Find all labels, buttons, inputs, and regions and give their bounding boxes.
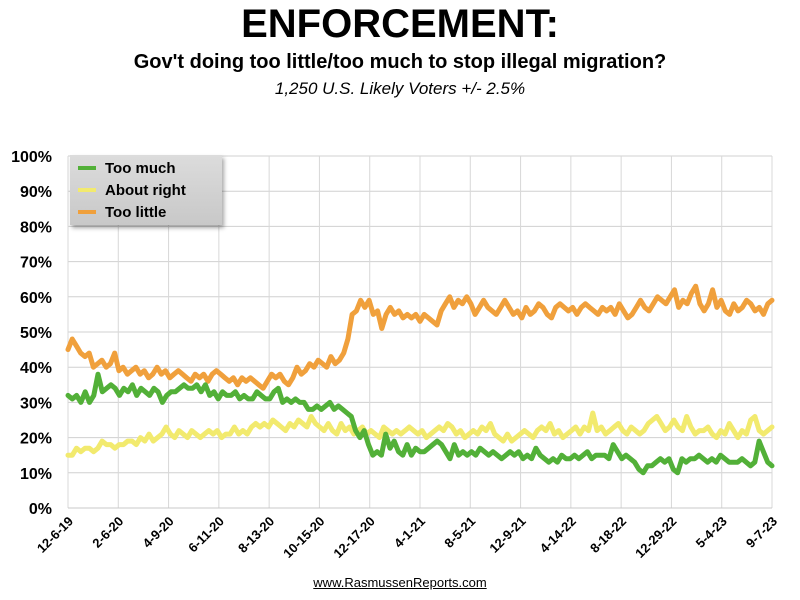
x-tick-label: 4-9-20	[140, 514, 177, 551]
chart-subtitle: Gov't doing too little/too much to stop …	[133, 51, 667, 73]
legend-item-too-little: Too little	[78, 202, 166, 222]
x-tick-label: 6-11-20	[185, 514, 227, 556]
legend-swatch-too-little	[78, 210, 96, 214]
legend-swatch-too-much	[78, 166, 96, 170]
chart-title: ENFORCEMENT:	[241, 2, 559, 46]
y-tick-label: 90%	[20, 184, 52, 201]
y-tick-label: 10%	[20, 466, 52, 483]
y-tick-label: 60%	[20, 290, 52, 307]
x-tick-label: 5-4-23	[693, 514, 730, 551]
y-axis-ticks: 0% 10% 20% 30% 40% 50% 60% 70% 80% 90% 100%	[11, 149, 52, 518]
x-tick-label: 2-6-20	[89, 514, 126, 551]
series-lines	[65, 283, 775, 476]
x-tick-label: 4-14-22	[537, 514, 579, 556]
legend: Too much About right Too little	[70, 155, 222, 225]
x-axis-ticks: 12-6-19 2-6-20 4-9-20 6-11-20 8-13-20 10-15-2…	[34, 514, 780, 561]
y-tick-label: 70%	[20, 255, 52, 272]
y-tick-label: 100%	[11, 149, 52, 166]
legend-label-too-much: Too much	[105, 159, 176, 177]
x-tick-label: 9-7-23	[743, 514, 780, 551]
x-tick-label: 12-29-22	[632, 514, 679, 561]
grid-lines	[67, 155, 773, 509]
legend-item-too-much: Too much	[78, 158, 176, 178]
y-tick-label: 50%	[20, 325, 52, 342]
series-line-too-little	[65, 283, 775, 391]
legend-label-about-right: About right	[105, 181, 186, 199]
legend-swatch-about-right	[78, 188, 96, 192]
y-tick-label: 80%	[20, 219, 52, 236]
series-line-about-right	[65, 410, 775, 458]
y-tick-label: 0%	[29, 501, 52, 518]
x-tick-label: 10-15-20	[280, 514, 327, 561]
series-line-too-much	[65, 371, 775, 476]
source-link[interactable]: www.RasmussenReports.com	[313, 575, 487, 590]
x-tick-label: 8-18-22	[587, 514, 629, 556]
x-tick-label: 8-13-20	[235, 514, 277, 556]
sample-description: 1,250 U.S. Likely Voters +/- 2.5%	[274, 79, 526, 98]
y-tick-label: 20%	[20, 431, 52, 448]
x-tick-label: 8-5-21	[441, 514, 478, 551]
y-tick-label: 30%	[20, 395, 52, 412]
legend-item-about-right: About right	[78, 180, 186, 200]
x-tick-label: 4-1-21	[391, 514, 428, 551]
x-tick-label: 12-17-20	[330, 514, 377, 561]
x-tick-label: 12-9-21	[486, 514, 528, 556]
y-tick-label: 40%	[20, 360, 52, 377]
legend-label-too-little: Too little	[105, 203, 167, 221]
x-tick-label: 12-6-19	[34, 514, 76, 556]
